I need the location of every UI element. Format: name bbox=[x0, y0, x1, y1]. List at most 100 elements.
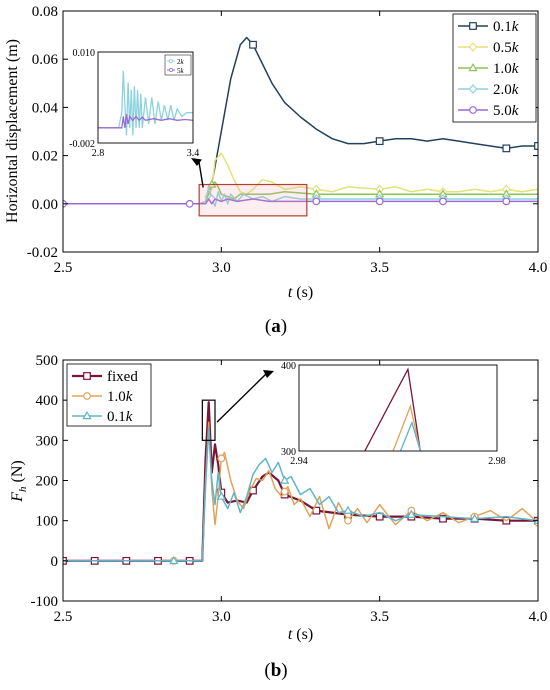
series-marker-0.1k bbox=[216, 491, 226, 500]
series-marker-5.0k bbox=[502, 197, 511, 206]
legend-marker-1.0k bbox=[468, 62, 478, 72]
series-line-fixed bbox=[63, 401, 538, 562]
y-tick-label: -100 bbox=[31, 594, 59, 610]
x-tick-label: 3.0 bbox=[212, 260, 231, 276]
zoom-arrow-shaft bbox=[198, 161, 204, 188]
legend-label-0.5k: 0.5k bbox=[493, 40, 519, 56]
series-marker-0.1k bbox=[343, 505, 353, 514]
series-group bbox=[63, 401, 538, 565]
x-tick-label: 2.5 bbox=[54, 260, 73, 276]
series-marker-0.1k bbox=[280, 475, 290, 484]
series-marker-0.1k bbox=[169, 555, 179, 565]
x-axis-label: t (s) bbox=[288, 626, 313, 643]
inset-series-line-0.1k bbox=[399, 420, 421, 451]
legend-label-fixed: fixed bbox=[107, 369, 138, 385]
inset-x-tick-label: 2.98 bbox=[488, 456, 506, 467]
y-tick-label: 0.06 bbox=[32, 52, 59, 68]
inset-x-tick-label: 3.4 bbox=[187, 148, 200, 159]
inset-legend-label-5k: 5k bbox=[177, 67, 185, 75]
legend-marker-2.0k bbox=[468, 84, 478, 94]
inset-series-group bbox=[98, 70, 193, 136]
legend-marker-fixed bbox=[83, 372, 91, 380]
y-tick-label: 400 bbox=[36, 393, 59, 409]
zoom-highlight-box bbox=[198, 183, 308, 217]
series-marker-1.0k bbox=[217, 454, 226, 463]
legend-marker-0.1k bbox=[469, 22, 477, 30]
inset-series-line-fixed bbox=[364, 367, 421, 451]
y-tick-label: 300 bbox=[36, 433, 59, 449]
inset-y-tick-label: 0.010 bbox=[73, 48, 96, 59]
inset-y-tick-label: -0.002 bbox=[69, 139, 95, 150]
series-marker-5.0k bbox=[439, 197, 447, 206]
legend-marker-1.0k bbox=[83, 392, 91, 400]
y-tick-label: 0.00 bbox=[32, 197, 58, 213]
legend-marker-0.1k bbox=[82, 410, 92, 420]
series-marker-fixed bbox=[439, 514, 447, 523]
series-line-5.0k bbox=[63, 198, 538, 205]
legend-marker-0.5k bbox=[468, 42, 478, 52]
y-axis-label: Horizontal displacement (m) bbox=[4, 39, 21, 223]
inset-series-line-5k bbox=[98, 114, 193, 129]
y-tick-label: 200 bbox=[36, 474, 59, 490]
y-tick-label: 0.02 bbox=[32, 149, 58, 165]
series-marker-0.1k bbox=[470, 513, 480, 522]
inset-legend-marker-2k bbox=[168, 59, 173, 64]
inset-x-tick-label: 2.8 bbox=[92, 148, 105, 159]
legend-label-0.1k: 0.1k bbox=[107, 409, 133, 425]
x-tick-label: 3.5 bbox=[370, 260, 389, 276]
x-tick-label: 4.0 bbox=[529, 260, 548, 276]
inset-series-group bbox=[364, 367, 421, 451]
zoom-arrow-head bbox=[263, 370, 274, 378]
y-tick-label: 0.04 bbox=[32, 100, 59, 116]
series-group bbox=[63, 36, 538, 208]
inset-chart: 2.94 2.98 400 300 bbox=[281, 361, 506, 467]
panel-b-label: (b) bbox=[264, 660, 287, 681]
legend-label-5.0k: 5.0k bbox=[493, 103, 519, 119]
zoom-arrow-shaft bbox=[216, 373, 267, 423]
panel-a-label: (a) bbox=[265, 316, 287, 337]
series-line-0.1k bbox=[63, 427, 538, 562]
legend-marker-5.0k bbox=[469, 106, 477, 114]
inset-y-tick-label: 400 bbox=[281, 361, 296, 372]
zoom-highlight-box bbox=[201, 399, 216, 441]
series-marker-5.0k bbox=[375, 197, 384, 206]
inset-frame bbox=[97, 51, 194, 144]
x-axis-label: t (s) bbox=[288, 284, 313, 301]
y-axis-label: Fh (N) bbox=[9, 460, 29, 503]
x-tick-label: 4.0 bbox=[529, 609, 548, 625]
series-marker-0.1k bbox=[534, 142, 538, 150]
y-tick-label: -0.02 bbox=[27, 245, 58, 261]
inset-x-tick-label: 2.94 bbox=[290, 456, 308, 467]
series-marker-0.1k bbox=[406, 509, 416, 518]
inset-y-tick-label: 300 bbox=[281, 447, 296, 458]
series-marker-0.1k bbox=[375, 137, 384, 146]
inset-series-line-2k bbox=[98, 70, 193, 136]
legend-label-2.0k: 2.0k bbox=[493, 82, 519, 98]
series-marker-5.0k bbox=[185, 199, 194, 208]
inset-legend-marker-5k bbox=[168, 68, 173, 73]
legend-box bbox=[452, 13, 537, 123]
legend-label-1.0k: 1.0k bbox=[107, 389, 133, 405]
series-marker-1.0k bbox=[280, 487, 289, 496]
y-tick-label: 0 bbox=[51, 554, 59, 570]
series-marker-1.0k bbox=[344, 516, 352, 525]
series-marker-0.1k bbox=[249, 40, 257, 49]
y-tick-label: 500 bbox=[36, 353, 59, 369]
series-line-0.5k bbox=[63, 152, 538, 205]
x-tick-label: 3.5 bbox=[370, 609, 389, 625]
series-marker-0.1k bbox=[533, 515, 538, 524]
axes-frame bbox=[62, 10, 539, 253]
x-tick-label: 2.5 bbox=[54, 609, 73, 625]
zoom-arrow-head bbox=[191, 158, 202, 166]
y-tick-label: 100 bbox=[36, 514, 59, 530]
legend-label-1.0k: 1.0k bbox=[493, 61, 519, 77]
zoom-arrow bbox=[216, 370, 274, 423]
inset-legend-label-2k: 2k bbox=[177, 58, 185, 66]
series-line-0.1k bbox=[63, 36, 538, 205]
series-line-1.0k bbox=[63, 181, 538, 205]
series-marker-5.0k bbox=[312, 197, 321, 206]
inset-series-line-1.0k bbox=[392, 404, 421, 451]
